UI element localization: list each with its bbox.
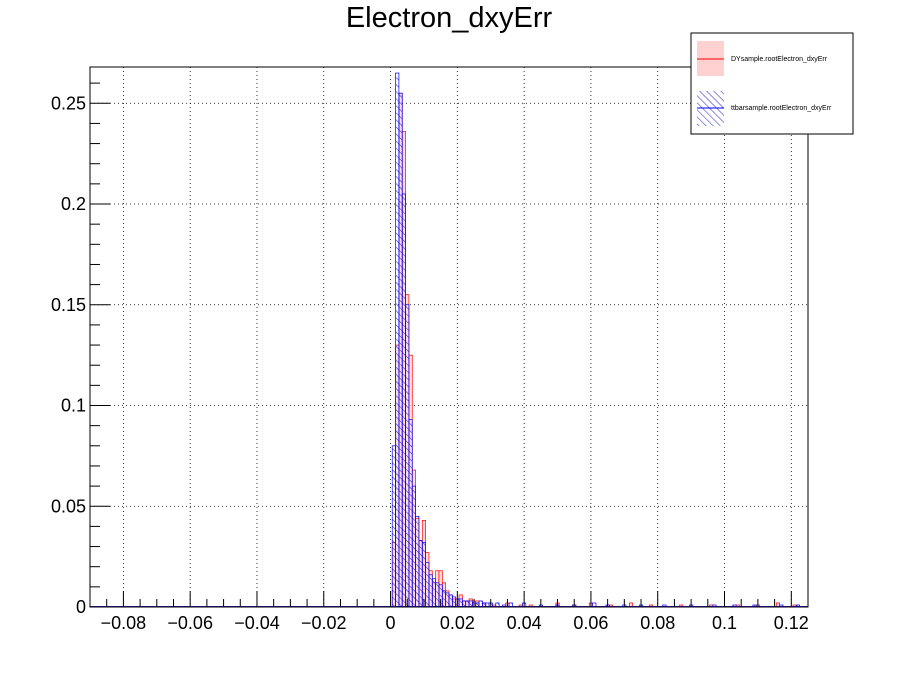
grid-lines [90, 67, 808, 608]
x-tick-label-0: −0.08 [101, 613, 147, 633]
y-tick-label-1: 0.05 [51, 496, 86, 516]
axes-frame [89, 66, 809, 608]
bar-1-9 [421, 542, 426, 608]
y-tick-label-3: 0.15 [51, 295, 86, 315]
bar-1-21 [462, 600, 467, 608]
x-tick-label-9: 0.1 [712, 613, 737, 633]
bar-1-26 [478, 600, 483, 608]
bar-1-3 [401, 193, 406, 608]
x-tick-label-5: 0.02 [440, 613, 475, 633]
chart-title: Electron_dxyErr [345, 2, 553, 34]
bar-1-10 [425, 562, 430, 608]
bar-1-7 [415, 515, 420, 608]
series-0 [90, 92, 808, 608]
x-tick-label-3: −0.02 [301, 613, 347, 633]
bar-1-20 [458, 598, 463, 608]
legend-entry-ttbar: ttbarsample.rootElectron_dxyErr [697, 91, 832, 126]
x-tick-label-4: 0 [386, 613, 396, 633]
legend-entry-dy: DYsample.rootElectron_dxyErr [697, 41, 828, 76]
legend-label-dy: DYsample.rootElectron_dxyErr [731, 56, 828, 63]
y-tick-label-4: 0.2 [61, 194, 86, 214]
x-tick-label-8: 0.08 [640, 613, 675, 633]
bar-1-1 [395, 72, 400, 608]
x-tick-label-1: −0.06 [167, 613, 213, 633]
y-tick-label-0: 0 [76, 597, 86, 617]
bar-1-4 [405, 304, 410, 608]
bar-1-16 [445, 592, 450, 608]
bar-1-2 [398, 92, 403, 608]
y-tick-label-2: 0.1 [61, 396, 86, 416]
bar-1-6 [411, 485, 416, 608]
bar-1-13 [435, 582, 440, 608]
bar-1-5 [408, 419, 413, 608]
series-layer [90, 72, 808, 608]
legend-box: DYsample.rootElectron_dxyErr ttbarsample… [690, 32, 854, 135]
series-1 [90, 72, 808, 608]
bar-1-22 [465, 600, 470, 608]
x-tick-label-10: 0.12 [774, 613, 809, 633]
plot-frame [89, 66, 809, 608]
bar-1-23 [468, 600, 473, 608]
tick-labels: −0.08 −0.06 −0.04 −0.02 0 0.02 0.04 0.06 0.08 0.1… [51, 93, 809, 633]
legend-label-ttbar: ttbarsample.rootElectron_dxyErr [731, 105, 832, 112]
bar-1-12 [431, 578, 436, 608]
bar-1-18 [451, 596, 457, 608]
y-tick-label-5: 0.25 [51, 93, 86, 113]
x-tick-label-6: 0.04 [507, 613, 542, 633]
bar-1-15 [441, 590, 447, 608]
bar-1-8 [418, 540, 423, 608]
x-tick-label-2: −0.04 [234, 613, 280, 633]
bar-1-0 [391, 445, 396, 608]
bar-1-17 [448, 594, 453, 608]
x-tick-label-7: 0.06 [573, 613, 608, 633]
bar-1-11 [428, 574, 433, 608]
